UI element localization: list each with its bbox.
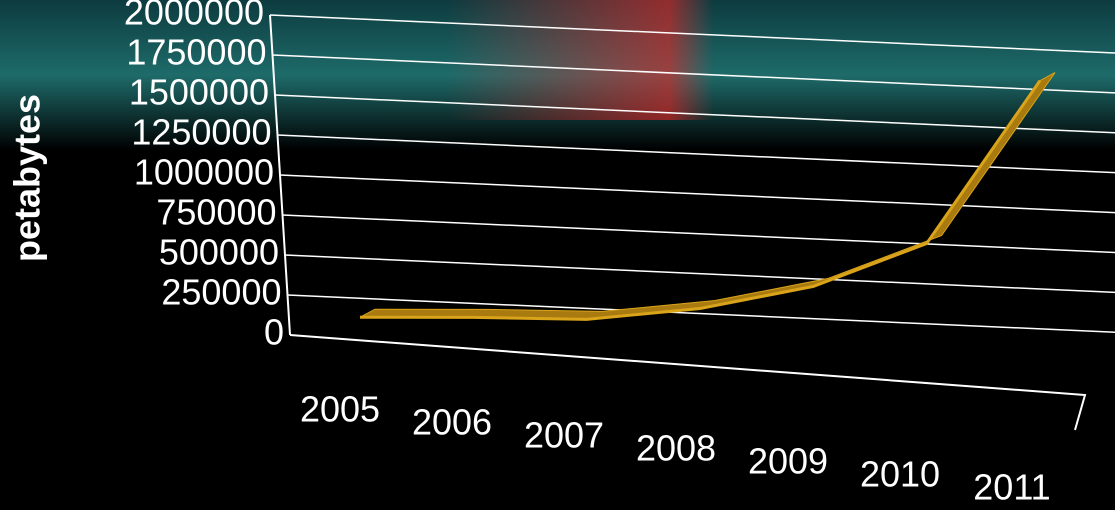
background-light [0, 0, 1115, 120]
y-tick-label: 2000000 [124, 0, 264, 33]
y-tick-label: 1250000 [131, 112, 271, 153]
grid-line [282, 214, 1115, 254]
grid-line [279, 174, 1115, 214]
y-tick-label: 750000 [156, 192, 276, 233]
x-tick-label: 2007 [524, 415, 604, 456]
line [359, 79, 1042, 321]
grid-line [269, 14, 1115, 54]
grid-line [287, 294, 1115, 333]
x-tick-label: 2009 [748, 441, 828, 482]
x-tick-label: 2005 [300, 389, 380, 430]
y-tick-label: 1000000 [134, 152, 274, 193]
x-tick-label: 2008 [636, 428, 716, 469]
y-tick-label: 1750000 [126, 32, 266, 73]
x-tick-label: 2011 [973, 467, 1050, 508]
floor-edge [289, 334, 1087, 431]
grid-line [272, 54, 1115, 94]
x-tick-label: 2006 [412, 402, 492, 443]
y-tick-label: 0 [264, 312, 284, 353]
y-tick-label: 250000 [161, 272, 281, 313]
x-tick-label: 2010 [860, 454, 940, 495]
grid-line [274, 94, 1115, 134]
y-tick-label: 1500000 [129, 72, 269, 113]
grid-line [284, 254, 1115, 294]
grid-line [277, 134, 1115, 174]
y-tick-label: 500000 [159, 232, 279, 273]
y-axis-title: petabytes [7, 94, 48, 262]
